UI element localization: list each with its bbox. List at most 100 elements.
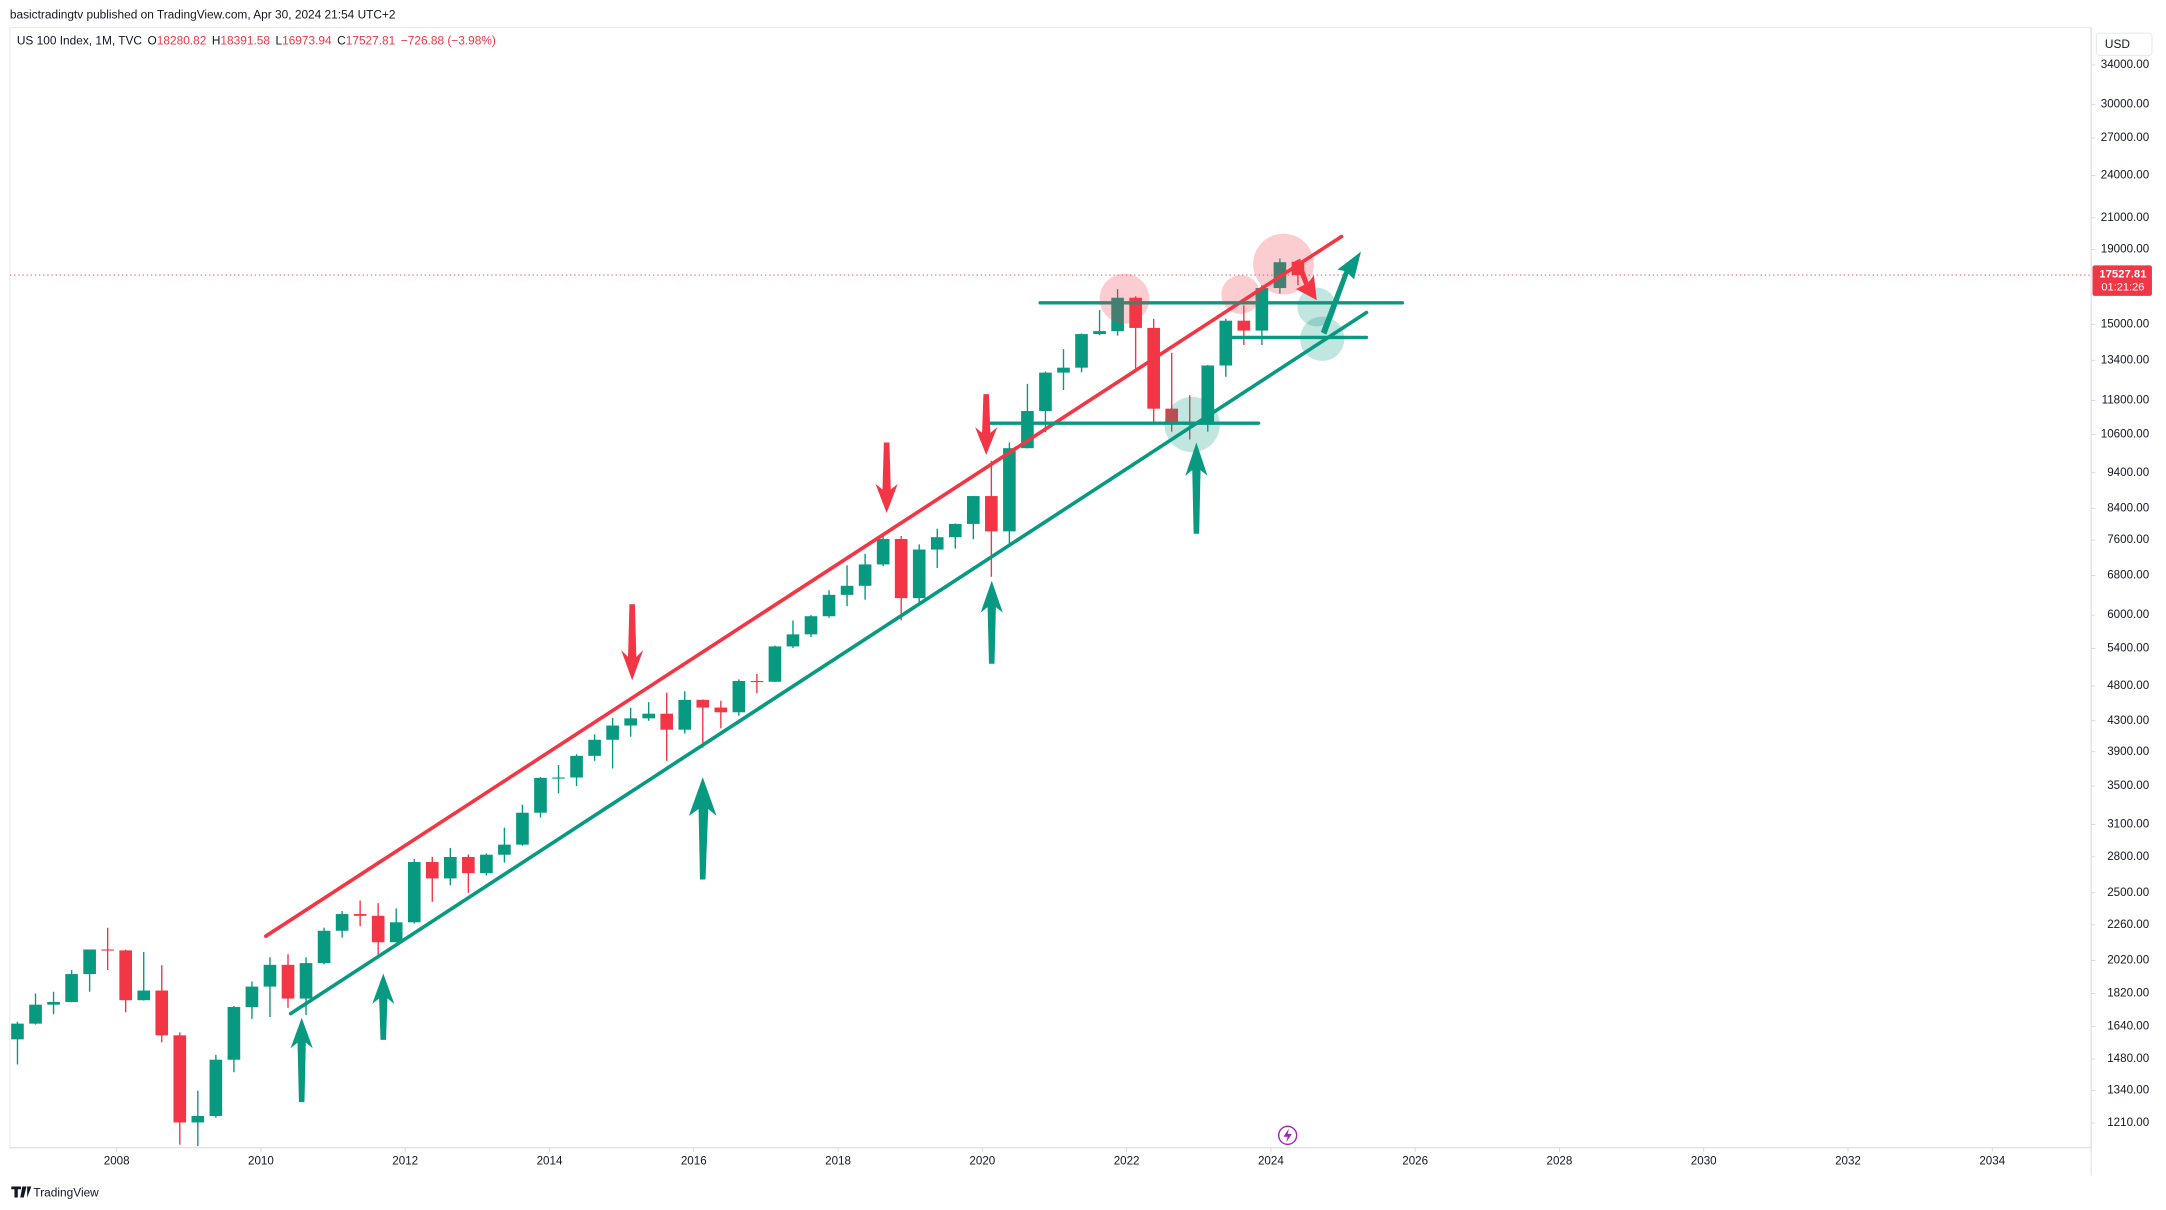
candle-body bbox=[498, 844, 511, 855]
candle-body bbox=[1201, 365, 1215, 425]
candle-body bbox=[876, 539, 890, 565]
candle-body bbox=[299, 963, 313, 999]
x-tick-label: 2020 bbox=[969, 1155, 995, 1168]
currency-box bbox=[2096, 32, 2153, 56]
y-tick-label: 4300.00 bbox=[2107, 714, 2149, 727]
candle-body bbox=[29, 1004, 42, 1024]
brand-logo bbox=[11, 1186, 32, 1198]
candle-body bbox=[11, 1023, 24, 1040]
y-tick-label: 13400.00 bbox=[2101, 353, 2149, 366]
change: −726.88 (−3.98%) bbox=[401, 34, 496, 48]
candle-body bbox=[967, 496, 980, 524]
candle-body bbox=[407, 861, 421, 923]
candle-body bbox=[912, 549, 926, 599]
y-tick-label: 27000.00 bbox=[2101, 131, 2149, 144]
y-tick-label: 2260.00 bbox=[2107, 918, 2149, 931]
y-tick-label: 11800.00 bbox=[2102, 394, 2150, 407]
candle-body bbox=[83, 949, 96, 975]
candle-body bbox=[353, 914, 367, 916]
candle-body bbox=[642, 713, 656, 719]
last-price: 17527.81 bbox=[2099, 268, 2146, 280]
candle-body bbox=[1237, 320, 1251, 331]
candle-body bbox=[930, 537, 944, 550]
x-tick-label: 2032 bbox=[1835, 1155, 1861, 1168]
arrow-up bbox=[290, 1017, 313, 1103]
highlight bbox=[1253, 233, 1314, 295]
y-tick-label: 3500.00 bbox=[2107, 779, 2149, 792]
candle-body bbox=[606, 725, 619, 740]
candle-body bbox=[1165, 408, 1179, 424]
y-tick-label: 1640.00 bbox=[2107, 1020, 2149, 1033]
candle-body bbox=[786, 634, 800, 647]
candle-body bbox=[1219, 320, 1233, 366]
candle-body bbox=[317, 930, 331, 964]
arrow-down bbox=[621, 604, 644, 681]
candle-body bbox=[462, 856, 475, 874]
arrow-up bbox=[980, 580, 1003, 664]
ohlc-label: O bbox=[148, 34, 157, 48]
ohlc-value: 16973.94 bbox=[282, 34, 332, 48]
arrow-up bbox=[1320, 251, 1361, 335]
candle-body bbox=[480, 854, 493, 874]
x-tick-label: 2014 bbox=[537, 1155, 563, 1168]
channel-bottom bbox=[288, 310, 1369, 1016]
x-tick-label: 2012 bbox=[392, 1155, 418, 1168]
y-tick-label: 24000.00 bbox=[2101, 168, 2149, 181]
candle-body bbox=[173, 1035, 187, 1123]
candle-body bbox=[1093, 331, 1106, 335]
currency: USD bbox=[2105, 37, 2130, 51]
arrow-up bbox=[1185, 442, 1208, 534]
candle-body bbox=[263, 964, 277, 987]
y-tick-label: 15000.00 bbox=[2101, 318, 2149, 331]
candle-body bbox=[732, 680, 746, 713]
y-tick-label: 3900.00 bbox=[2107, 745, 2149, 758]
candle-body bbox=[948, 523, 962, 538]
y-tick-label: 2800.00 bbox=[2107, 850, 2149, 863]
y-tick-label: 30000.00 bbox=[2101, 98, 2149, 111]
x-tick-label: 2010 bbox=[248, 1155, 274, 1168]
y-tick-label: 4800.00 bbox=[2107, 679, 2149, 692]
candle-body bbox=[678, 699, 692, 730]
candle-body bbox=[191, 1115, 205, 1123]
candle-body bbox=[1255, 288, 1269, 331]
candle-body bbox=[696, 699, 710, 708]
candle-body bbox=[822, 594, 836, 617]
x-tick-label: 2034 bbox=[1979, 1155, 2005, 1168]
candle-body bbox=[1111, 297, 1124, 332]
candle-body bbox=[227, 1007, 241, 1060]
x-tick-label: 2016 bbox=[681, 1155, 707, 1168]
event-icon-bolt bbox=[1283, 1128, 1292, 1143]
highlight bbox=[1099, 273, 1150, 324]
y-tick-label: 34000.00 bbox=[2101, 58, 2149, 71]
candle-body bbox=[840, 585, 854, 595]
candle-body bbox=[714, 707, 728, 713]
candle-body bbox=[858, 564, 872, 586]
symbol-header: US 100 Index, 1M, TVC O18280.82 H18391.58 L… bbox=[17, 34, 496, 48]
candle-body bbox=[119, 950, 132, 1001]
candle-body bbox=[894, 539, 908, 599]
arrow-up bbox=[372, 973, 395, 1040]
x-tick-label: 2026 bbox=[1402, 1155, 1428, 1168]
countdown: 01:21:26 bbox=[2101, 281, 2144, 293]
highlight bbox=[1297, 287, 1337, 327]
arrow-down bbox=[875, 442, 898, 514]
last-price-box bbox=[2092, 265, 2152, 296]
x-tick-label: 2018 bbox=[825, 1155, 851, 1168]
candle-body bbox=[768, 646, 782, 682]
candle-body bbox=[101, 949, 114, 951]
y-tick-label: 7600.00 bbox=[2107, 533, 2149, 546]
candle-body bbox=[47, 1001, 60, 1005]
candle-body bbox=[588, 739, 601, 756]
y-tick-label: 2020.00 bbox=[2107, 953, 2149, 966]
candle-body bbox=[570, 755, 583, 778]
candle-body bbox=[1039, 372, 1052, 412]
y-tick-label: 3100.00 bbox=[2107, 818, 2149, 831]
candle-body bbox=[281, 964, 295, 999]
candle-body bbox=[660, 713, 674, 730]
candle-body bbox=[624, 718, 637, 726]
y-tick-label: 1210.00 bbox=[2107, 1116, 2149, 1129]
event-icon[interactable] bbox=[1277, 1125, 1298, 1146]
x-tick-label: 2030 bbox=[1691, 1155, 1717, 1168]
